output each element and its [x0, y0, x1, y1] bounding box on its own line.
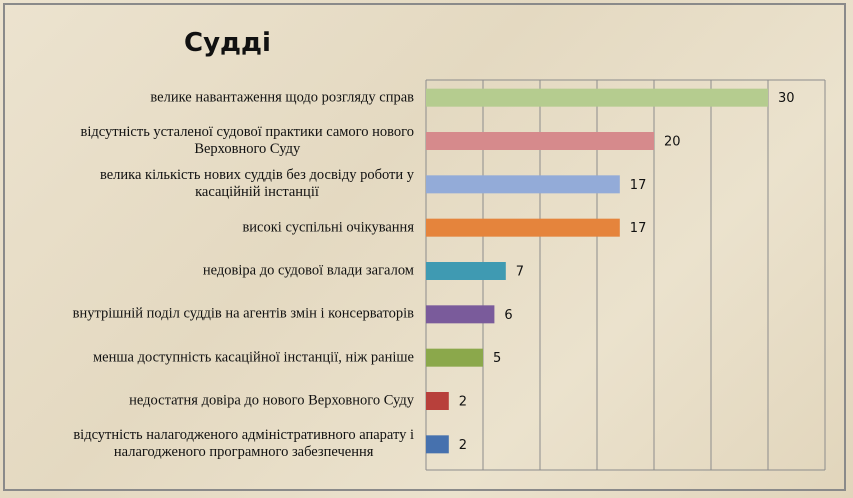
category-label: велике навантаження щодо розгляду справ — [150, 89, 414, 106]
value-label: 6 — [504, 308, 512, 323]
chart-title: Судді — [184, 28, 271, 58]
category-label: відсутність усталеної судової практики с… — [80, 124, 414, 157]
value-label: 2 — [459, 395, 467, 410]
value-label: 30 — [778, 91, 795, 106]
bar — [426, 218, 620, 237]
bar — [426, 392, 449, 410]
category-label: недовіра до судової влади загалом — [202, 262, 414, 279]
category-label: менша доступність касаційної інстанції, … — [92, 349, 414, 366]
bar — [426, 262, 506, 280]
category-label: відсутність налагодженого адміністративн… — [73, 427, 414, 461]
bar — [426, 175, 620, 194]
frame — [3, 3, 846, 491]
value-label: 17 — [630, 221, 647, 236]
bar — [426, 305, 495, 324]
category-label: внутрішній поділ суддів на агентів змін … — [72, 305, 414, 322]
value-label: 7 — [516, 265, 524, 280]
bar — [426, 88, 768, 107]
bar — [426, 348, 483, 367]
value-label: 5 — [493, 351, 501, 366]
value-label: 2 — [459, 438, 467, 453]
category-label: велика кількість нових суддів без досвід… — [99, 167, 414, 201]
bar — [426, 435, 449, 454]
bar — [426, 132, 654, 150]
value-label: 17 — [630, 178, 647, 193]
category-label: недостатня довіра до нового Верховного С… — [129, 392, 414, 409]
value-label: 20 — [664, 135, 681, 150]
category-label: високі суспільні очікування — [242, 219, 414, 236]
